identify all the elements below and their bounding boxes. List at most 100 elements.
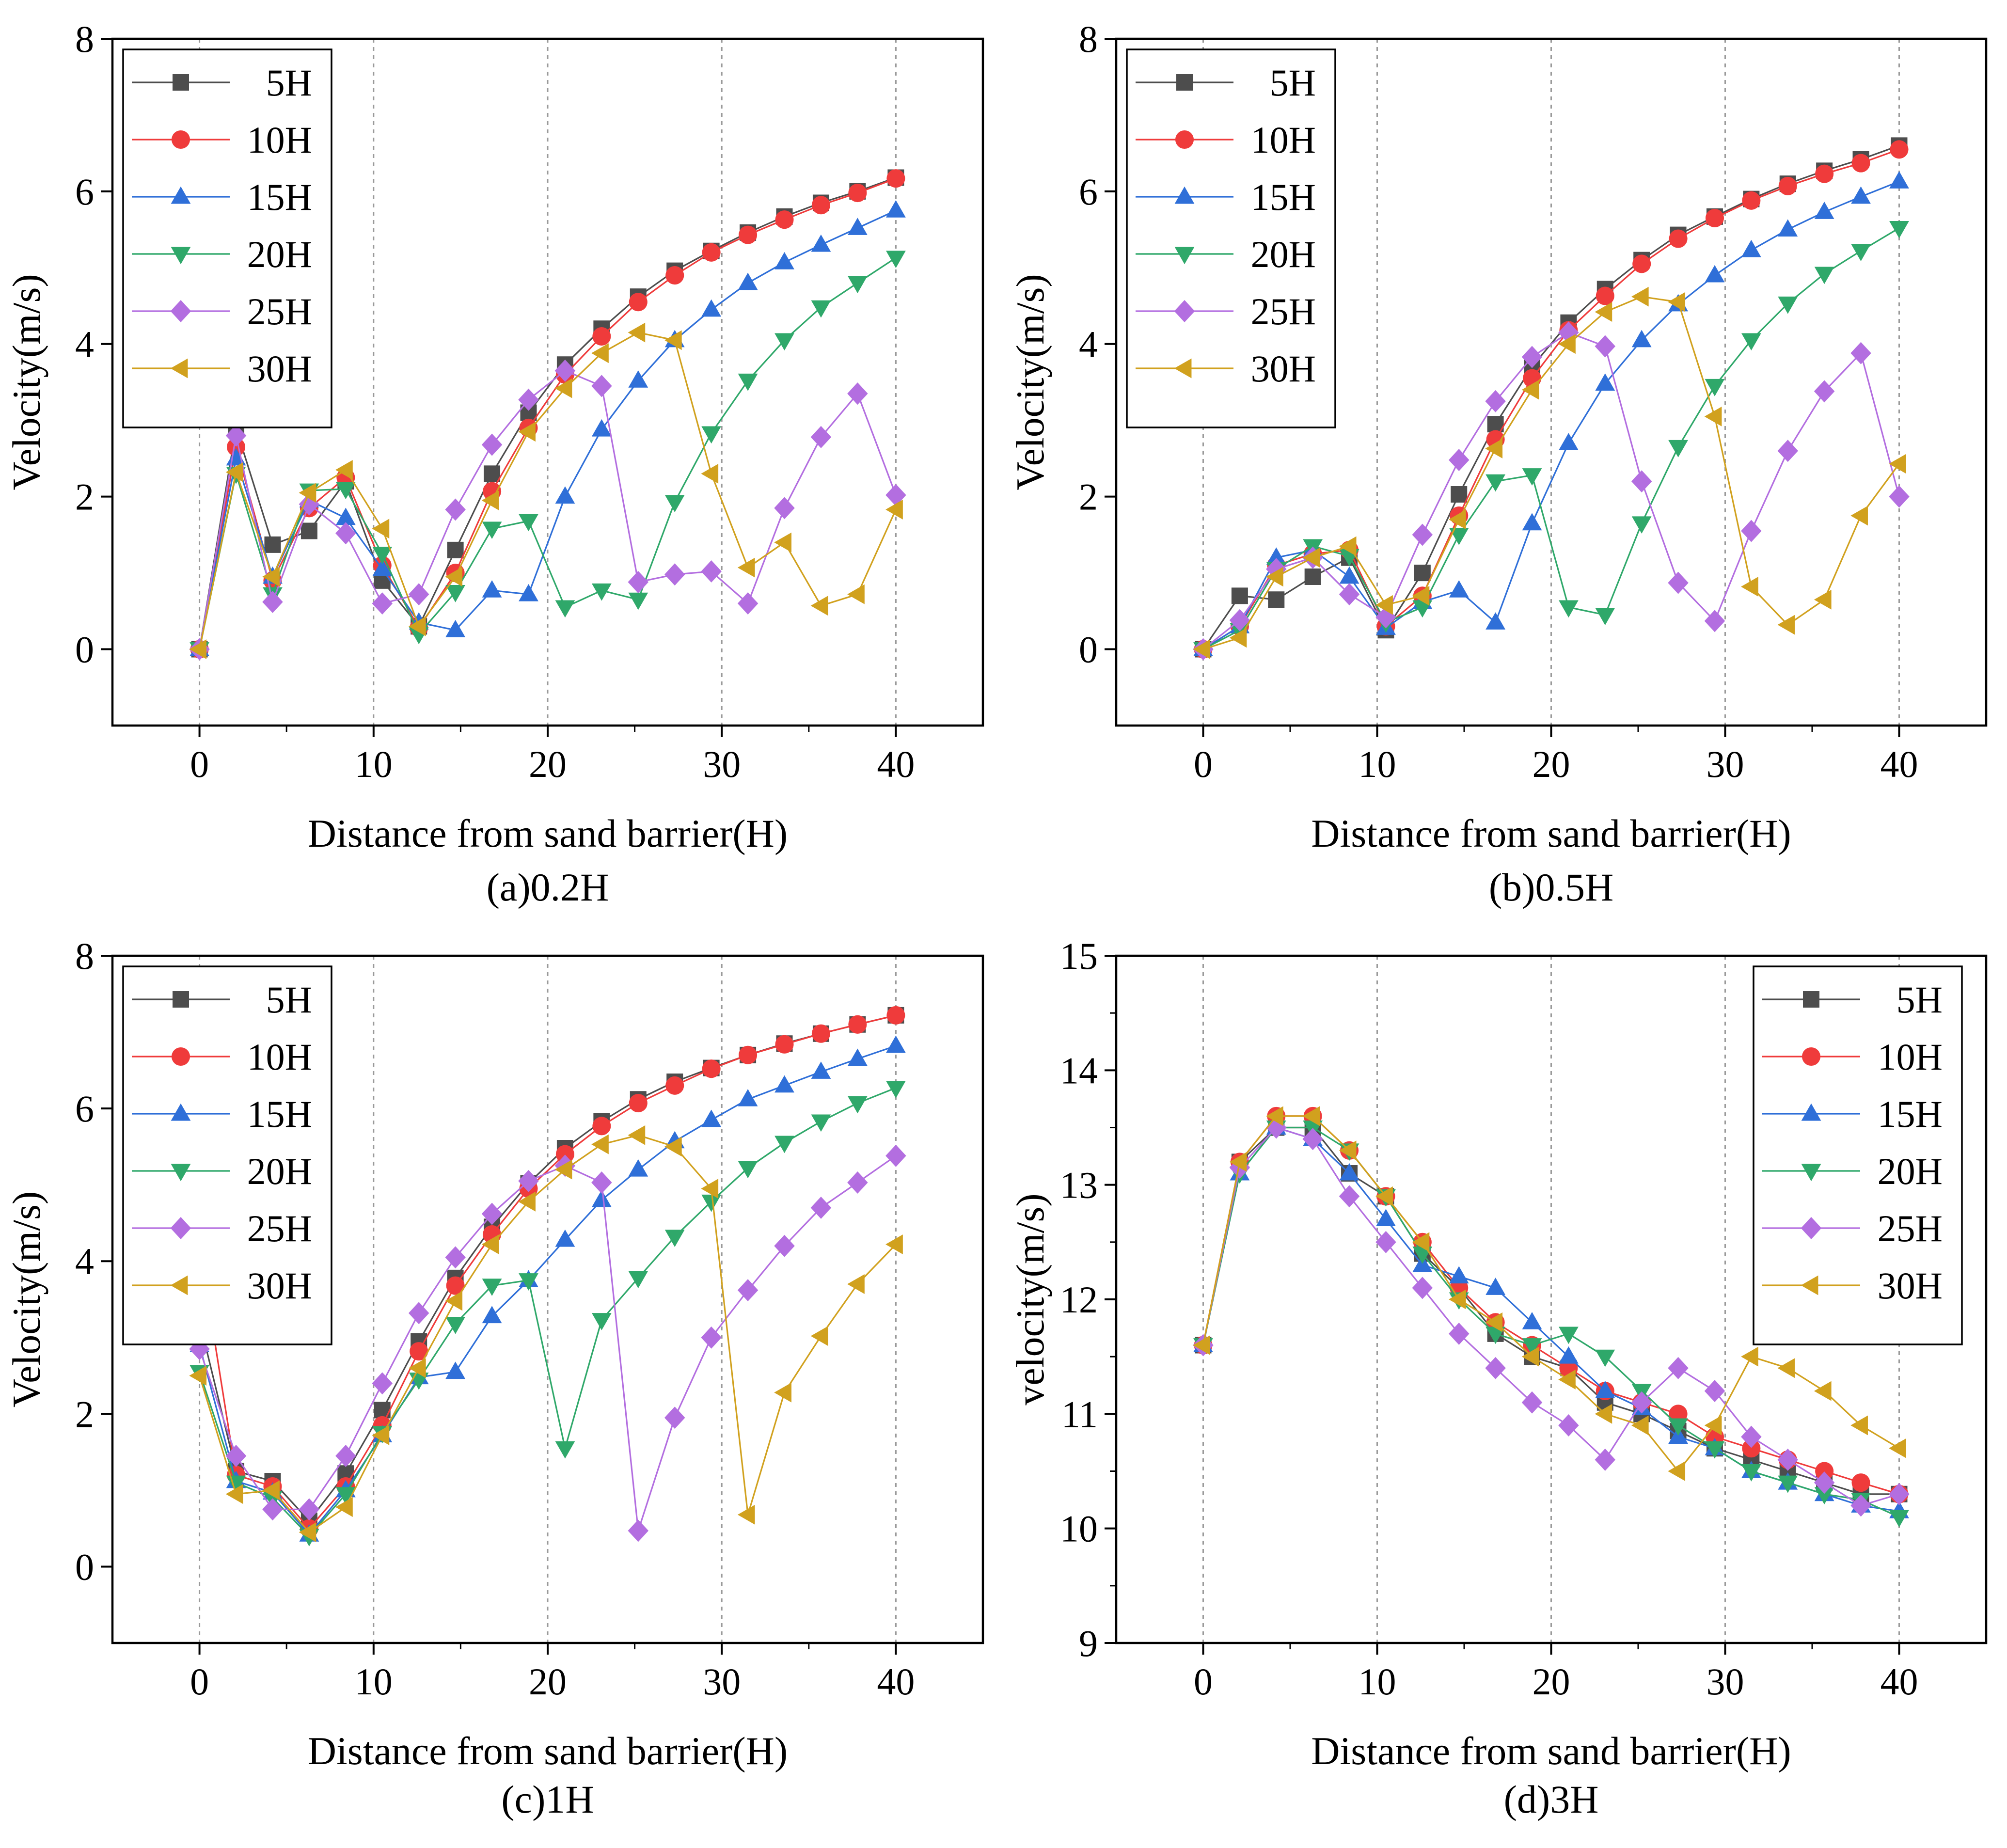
data-point [374,1402,391,1419]
legend-label: 10H [1251,119,1316,161]
y-tick-label: 8 [75,935,94,977]
legend-label: 30H [1251,347,1316,390]
data-point [1485,612,1506,630]
data-point [885,1234,903,1254]
legend-item-5H: 5H [132,979,312,1021]
y-tick-label: 4 [1079,323,1098,365]
data-point [1890,140,1909,159]
panel-caption: (d)3H [1504,1777,1599,1821]
legend-item-15H: 15H [1762,1093,1943,1135]
x-tick-label: 20 [1533,1660,1570,1703]
y-tick-label: 6 [75,171,94,213]
data-point [518,388,539,411]
legend-marker [171,130,190,149]
data-point [701,426,722,444]
data-point [519,584,538,601]
data-point [1522,513,1542,531]
data-point [1851,154,1870,173]
data-point [1777,1358,1795,1378]
x-tick-label: 40 [877,1660,915,1703]
data-point [664,1137,682,1157]
legend-item-25H: 25H [1136,290,1316,332]
x-tick-label: 10 [1359,743,1396,785]
chart-panel-b: 0 10 20 30 40 0 2 4 6 8 Distance from sand barrier… [1008,18,1988,909]
y-tick-label: 4 [75,1240,94,1282]
data-point [1631,1391,1652,1414]
legend-item-20H: 20H [132,233,312,275]
data-point [335,1487,356,1505]
x-axis-title: Distance from sand barrier(H) [1311,1729,1791,1773]
data-point [1889,1510,1909,1528]
data-point [1339,583,1360,606]
panel-caption: (c)1H [501,1777,594,1821]
data-point [737,557,755,578]
data-point [1595,335,1616,358]
data-point [738,1089,758,1106]
legend-marker [1174,186,1195,204]
data-point [1777,440,1798,462]
data-point [737,1504,755,1525]
x-tick-label: 30 [703,1660,741,1703]
data-point [225,462,243,482]
data-point [520,404,537,421]
data-point [628,1125,646,1145]
data-point [1266,567,1283,587]
x-tick-label: 40 [1881,1660,1918,1703]
data-point [1485,1357,1506,1379]
y-tick-label: 4 [75,323,94,365]
data-point [886,1081,906,1098]
data-point [1559,1327,1579,1344]
data-point [482,521,502,539]
data-point [1266,1106,1283,1126]
data-point [554,359,576,382]
y-tick-label: 15 [1060,935,1098,977]
data-point [1741,1425,1762,1448]
data-point [225,1484,243,1504]
legend-marker [1801,1275,1818,1295]
data-point [1302,1106,1320,1126]
data-point [1851,1473,1870,1492]
data-point [1850,342,1871,364]
data-point [1704,1380,1725,1403]
data-point [1704,1415,1722,1436]
y-tick-label: 2 [75,1393,94,1435]
data-point [1230,623,1250,641]
data-point [591,419,612,437]
data-point [847,1096,868,1114]
data-point [1412,585,1430,606]
data-point [1302,1128,1323,1151]
legend-marker [171,1103,191,1121]
legend-item-25H: 25H [132,1207,312,1249]
data-point [337,1465,354,1482]
data-point [701,560,722,583]
x-tick-label: 20 [529,1660,567,1703]
data-point [886,1035,906,1053]
legend-item-5H: 5H [1136,62,1316,104]
data-point [774,333,794,351]
data-point [189,1338,210,1360]
data-point [555,1145,574,1164]
data-point [1741,577,1758,597]
data-point [737,592,759,615]
data-point [774,252,794,269]
data-point [1448,509,1466,530]
data-point [225,424,247,447]
data-point [1889,454,1906,474]
data-point [1558,334,1576,354]
data-point [702,243,721,262]
data-point [811,1024,830,1043]
data-point [554,1159,572,1180]
data-point [811,196,830,215]
data-point [1889,221,1909,238]
data-point [226,438,246,457]
y-tick-label: 8 [1079,18,1098,60]
y-tick-label: 0 [75,629,94,671]
legend-marker [1174,358,1192,379]
x-axis-title: Distance from sand barrier(H) [308,811,788,855]
data-point [629,1094,648,1113]
data-point [1889,485,1910,508]
data-point [701,1109,722,1127]
data-point [372,1372,393,1395]
data-point [1521,1391,1543,1414]
series-30H [189,322,903,659]
